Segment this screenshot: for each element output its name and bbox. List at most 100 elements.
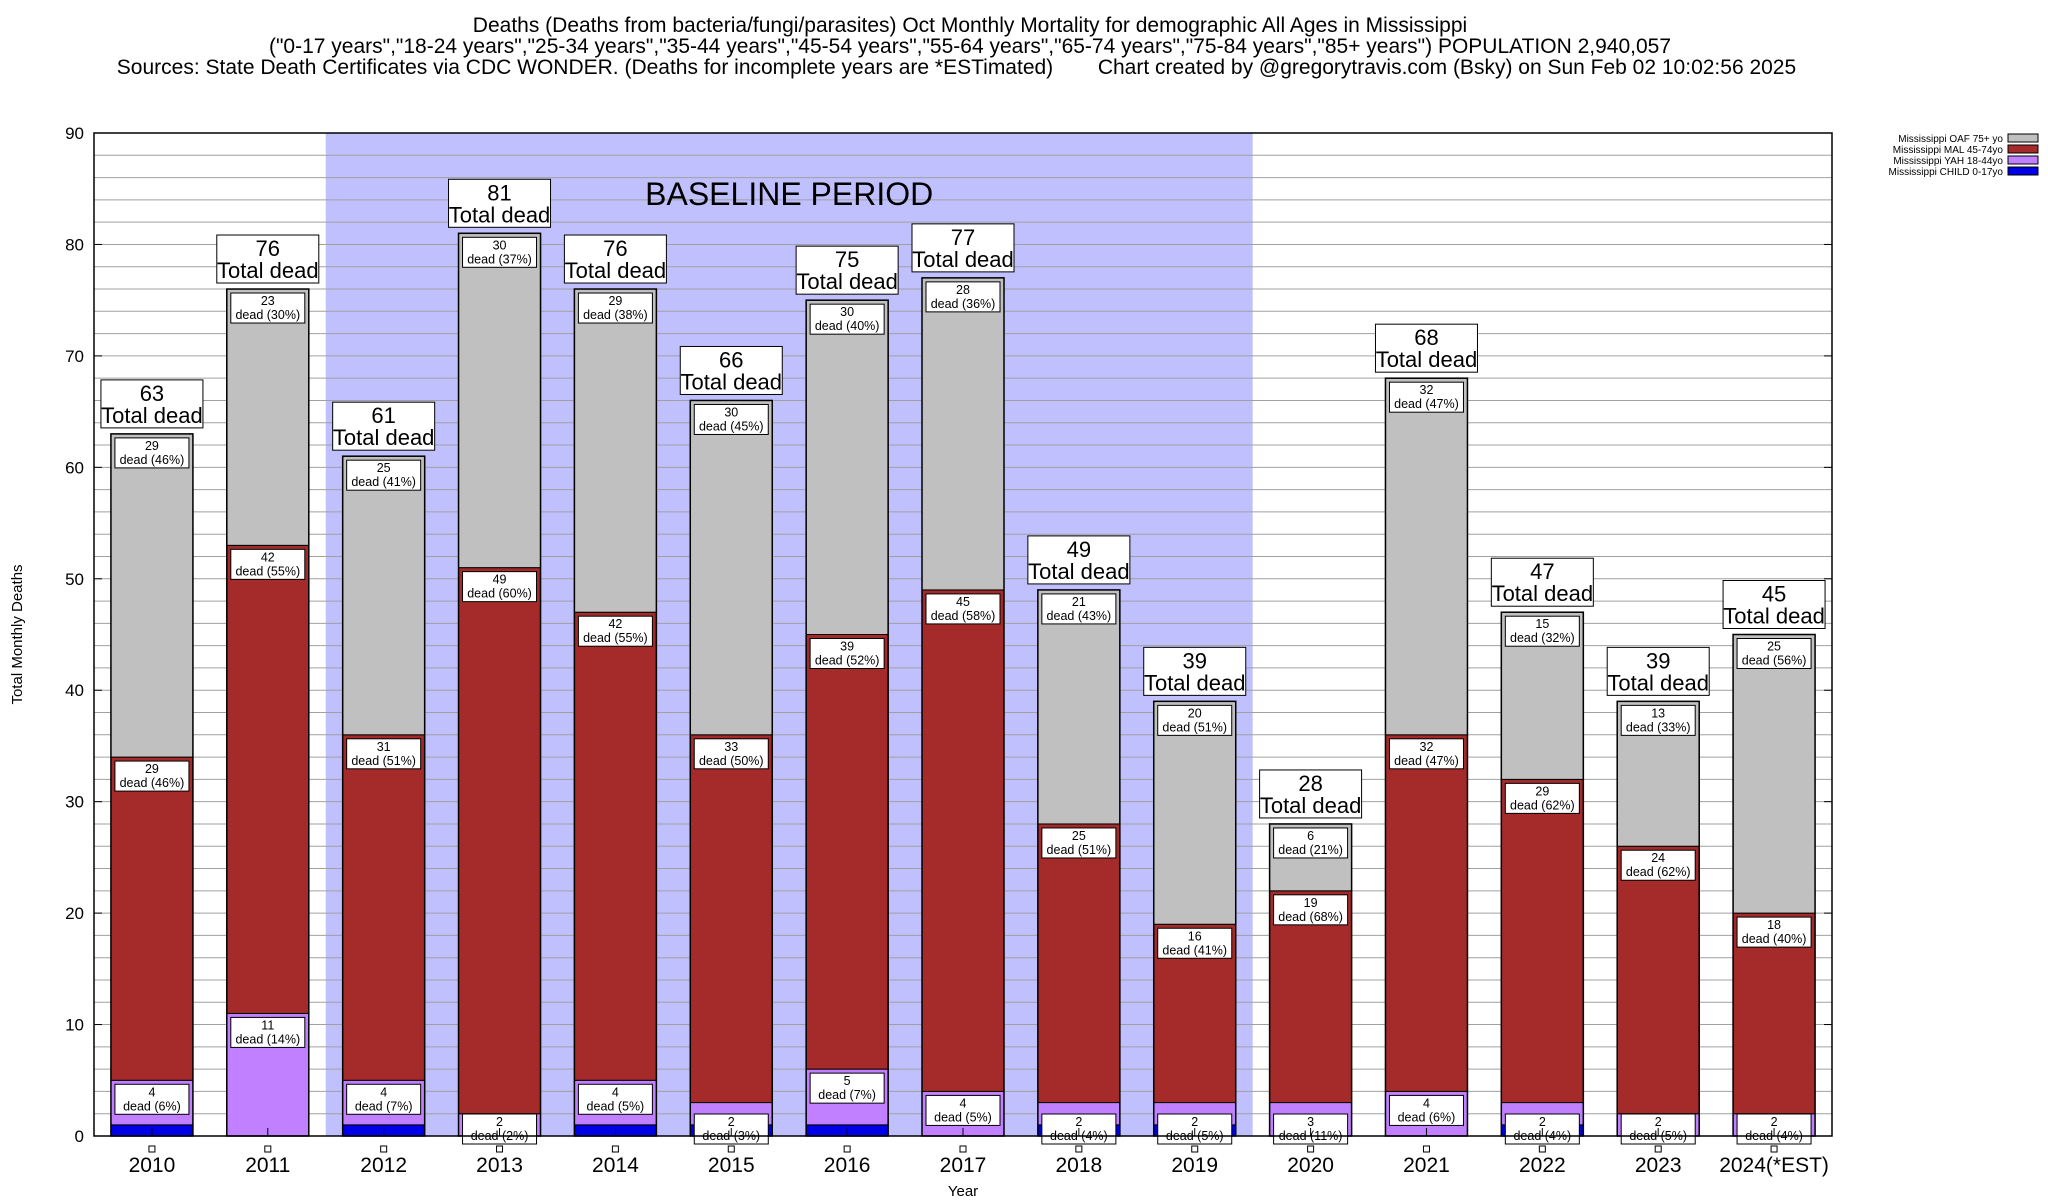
total-value: 76 [603,236,627,261]
segment-percent: dead (62%) [1626,865,1691,879]
segment-percent: dead (40%) [1742,932,1807,946]
total-label-box [216,234,320,284]
segment-percent: dead (60%) [467,587,532,601]
bar-mal [805,634,889,1070]
segment-label-box [1041,827,1117,859]
segment-label-box [462,236,538,268]
segment-count: 29 [608,294,622,308]
x-tick-label: 2015 [708,1154,755,1177]
total-label-box [1027,535,1131,585]
legend-label: Mississippi OAF 75+ yo [1898,134,2003,145]
x-tick-label: 2010 [129,1154,176,1177]
total-value: 39 [1182,648,1206,673]
x-tick-label: 2020 [1287,1154,1334,1177]
total-value: 81 [487,180,511,205]
bar-mal [689,734,773,1104]
segment-count: 29 [145,762,159,776]
bar-oaf [1732,634,1816,914]
segment-percent: dead (51%) [1162,720,1227,734]
segment-percent: dead (46%) [120,453,185,467]
segment-count: 29 [145,439,159,453]
legend-swatch [2007,144,2039,154]
segment-percent: dead (5%) [587,1099,645,1113]
bar-oaf [226,288,310,546]
segment-label-box [1504,615,1580,647]
segment-count: 2 [728,1115,735,1129]
segment-percent: dead (46%) [120,776,185,790]
chart-subtitle: ("0-17 years","18-24 years","25-34 years… [269,35,1671,58]
chart-sources: Sources: State Death Certificates via CD… [117,56,1053,79]
segment-label-box [230,292,306,324]
total-caption: Total dead [565,258,667,283]
bar-oaf [805,299,889,635]
segment-percent: dead (33%) [1626,720,1691,734]
bar-oaf [1384,377,1468,736]
baseline-marker [959,1145,967,1153]
segment-label-box [1273,894,1349,926]
baseline-marker [1770,1145,1778,1153]
segment-count: 2 [1539,1115,1546,1129]
plot-border [93,132,1833,1137]
segment-count: 20 [1188,706,1202,720]
segment-count: 32 [1420,383,1434,397]
segment-percent: dead (51%) [1047,843,1112,857]
segment-count: 25 [1767,640,1781,654]
segment-label-box [462,571,538,603]
segment-label-box [693,738,769,770]
y-tick-label: 40 [65,681,84,700]
plot-area: BASELINE PERIOD 0 10 20 30 40 50 60 70 80 90 Total … [9,124,1833,1200]
total-value: 47 [1530,559,1554,584]
total-caption: Total dead [1607,670,1709,695]
total-value: 75 [835,247,859,272]
bar-mal [458,567,542,1115]
chart-title: Deaths (Deaths from bacteria/fungi/paras… [473,14,1467,37]
segment-count: 16 [1188,929,1202,943]
segment-percent: dead (47%) [1394,754,1459,768]
segment-label-box [1620,849,1696,881]
baseline-marker [1191,1145,1199,1153]
baseline-marker [496,1145,504,1153]
segment-label-box [230,548,306,580]
total-caption: Total dead [333,425,435,450]
legend-label: Mississippi MAL 45-74yo [1893,145,2004,156]
baseline-marker [1075,1145,1083,1153]
total-caption: Total dead [449,202,551,227]
total-label-box [332,401,436,451]
segment-count: 42 [608,617,622,631]
segment-count: 31 [377,740,391,754]
baseline-marker [1538,1145,1546,1153]
bar-oaf [1153,700,1237,925]
legend-label: Mississippi YAH 18-44yo [1893,156,2003,167]
segment-count: 13 [1651,706,1665,720]
segment-percent: dead (6%) [1398,1110,1456,1124]
segment-percent: dead (21%) [1278,843,1343,857]
total-label-box [911,223,1015,273]
baseline-marker [1307,1145,1315,1153]
total-label-box [1259,769,1363,819]
segment-count: 2 [496,1115,503,1129]
total-caption: Total dead [1723,604,1825,629]
segment-count: 33 [724,740,738,754]
segment-count: 3 [1307,1115,1314,1129]
segment-count: 4 [960,1096,967,1110]
segment-count: 4 [612,1085,619,1099]
